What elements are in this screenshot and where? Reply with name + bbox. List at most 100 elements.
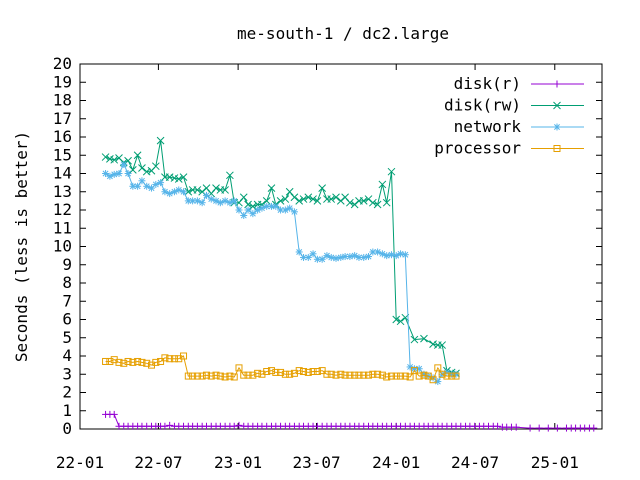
x-tick-label: 24-01 xyxy=(372,453,420,472)
data-point xyxy=(262,197,271,205)
data-point xyxy=(166,421,174,429)
data-point xyxy=(120,359,128,367)
data-point xyxy=(341,371,349,379)
data-point xyxy=(420,371,428,379)
data-point xyxy=(184,197,192,205)
data-point xyxy=(387,167,396,176)
data-point xyxy=(193,186,202,194)
data-point xyxy=(383,373,391,381)
data-point xyxy=(382,198,391,207)
legend-swatch-marker xyxy=(553,123,561,131)
data-point xyxy=(285,187,294,196)
data-point xyxy=(341,253,349,261)
y-tick-label: 14 xyxy=(53,164,72,183)
x-tick-label: 22-07 xyxy=(134,453,182,472)
data-point xyxy=(249,210,257,218)
data-point xyxy=(318,184,327,192)
data-point xyxy=(198,372,206,380)
data-point xyxy=(277,206,285,214)
data-point xyxy=(281,370,289,378)
data-point xyxy=(161,354,169,362)
data-point xyxy=(244,206,252,214)
data-point xyxy=(410,367,418,375)
data-point xyxy=(369,370,377,378)
data-point xyxy=(212,371,220,379)
data-point xyxy=(410,335,419,344)
data-point xyxy=(221,186,229,194)
y-axis-label: Seconds (less is better) xyxy=(12,131,31,362)
data-point xyxy=(128,165,137,174)
data-point xyxy=(226,171,234,180)
data-point xyxy=(143,359,151,367)
data-point xyxy=(295,367,303,375)
data-point xyxy=(235,206,243,214)
data-point xyxy=(180,188,188,196)
data-point xyxy=(318,255,326,263)
data-point xyxy=(207,189,216,198)
y-tick-label: 1 xyxy=(62,401,72,420)
series-line xyxy=(105,140,457,374)
data-point xyxy=(295,248,303,256)
data-point xyxy=(327,253,335,261)
series-disk(r) xyxy=(102,410,598,432)
legend-item: disk(r) xyxy=(454,74,584,93)
y-tick-label: 17 xyxy=(53,109,72,128)
data-point xyxy=(452,370,460,378)
data-point xyxy=(346,198,354,207)
data-point xyxy=(157,179,165,187)
data-point xyxy=(226,372,234,380)
data-point xyxy=(590,424,598,432)
data-point xyxy=(230,422,238,430)
data-point xyxy=(110,410,118,418)
data-point xyxy=(276,197,285,205)
data-point xyxy=(401,251,409,259)
data-point xyxy=(267,367,275,375)
data-point xyxy=(166,355,174,363)
data-point xyxy=(134,357,142,365)
data-point xyxy=(286,204,294,212)
data-point xyxy=(309,250,317,258)
data-point xyxy=(429,376,437,384)
data-point xyxy=(202,184,211,192)
x-tick-label: 23-01 xyxy=(214,453,262,472)
y-tick-label: 19 xyxy=(53,72,72,91)
y-tick-label: 5 xyxy=(62,328,72,347)
data-point xyxy=(254,369,262,377)
series-layer xyxy=(101,136,598,432)
data-point xyxy=(332,254,340,262)
data-point xyxy=(392,372,400,380)
data-point xyxy=(101,153,110,161)
data-point xyxy=(290,208,298,216)
data-point xyxy=(313,197,322,205)
data-point xyxy=(230,373,238,381)
y-tick-label: 9 xyxy=(62,255,72,274)
y-tick-label: 13 xyxy=(53,182,72,201)
data-point xyxy=(360,253,368,261)
data-point xyxy=(179,173,188,182)
data-point xyxy=(212,184,220,192)
data-point xyxy=(106,172,114,180)
y-tick-label: 8 xyxy=(62,273,72,292)
series-line xyxy=(105,163,456,383)
data-point xyxy=(374,370,382,378)
data-point xyxy=(286,370,294,378)
data-point xyxy=(351,371,359,379)
x-tick-label: 25-01 xyxy=(531,453,579,472)
data-point xyxy=(202,191,210,199)
data-point xyxy=(134,182,142,190)
x-tick-label: 24-07 xyxy=(451,453,499,472)
y-tick-label: 11 xyxy=(53,218,72,237)
data-point xyxy=(392,315,401,324)
data-point xyxy=(110,155,119,164)
data-point xyxy=(373,200,382,209)
data-point xyxy=(365,253,373,261)
legend-label: network xyxy=(454,117,522,136)
data-point xyxy=(341,193,349,202)
data-point xyxy=(387,372,395,380)
data-point xyxy=(157,357,165,365)
data-point xyxy=(429,340,437,348)
data-point xyxy=(221,373,229,381)
data-point xyxy=(420,334,428,343)
legend-swatch-marker xyxy=(553,101,561,110)
